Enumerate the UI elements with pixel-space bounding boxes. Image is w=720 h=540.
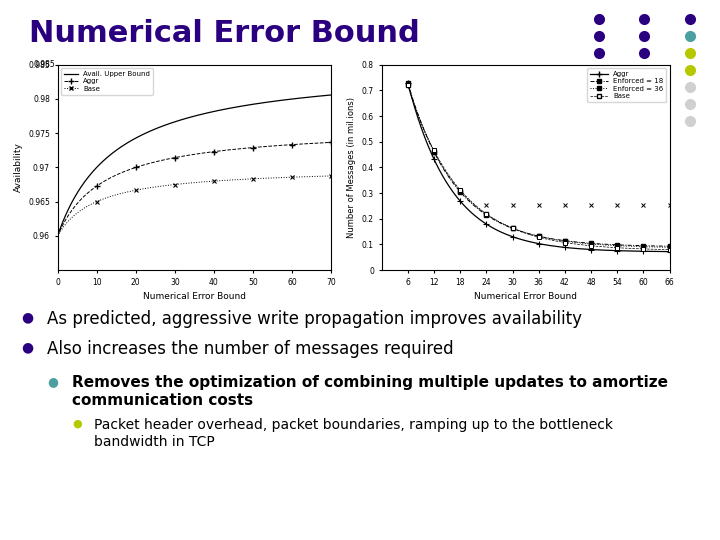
- Text: Removes the optimization of combining multiple updates to amortize
communication: Removes the optimization of combining mu…: [72, 375, 668, 408]
- Y-axis label: Availability: Availability: [14, 143, 22, 192]
- X-axis label: Numerical Error Bound: Numerical Error Bound: [143, 292, 246, 301]
- Legend: Aggr, Enforced = 18, Enforced = 36, Base: Aggr, Enforced = 18, Enforced = 36, Base: [588, 68, 666, 102]
- Text: ●: ●: [22, 310, 34, 325]
- Text: ●: ●: [47, 375, 58, 388]
- Y-axis label: Number of Messages (in mil.ions): Number of Messages (in mil.ions): [347, 97, 356, 238]
- Text: 0.985: 0.985: [33, 60, 55, 69]
- X-axis label: Numerical Error Bound: Numerical Error Bound: [474, 292, 577, 301]
- Text: ●: ●: [22, 340, 34, 354]
- Text: Numerical Error Bound: Numerical Error Bound: [29, 19, 420, 48]
- Text: ●: ●: [72, 418, 82, 429]
- Text: Also increases the number of messages required: Also increases the number of messages re…: [47, 340, 454, 358]
- Text: Packet header overhead, packet boundaries, ramping up to the bottleneck
bandwidt: Packet header overhead, packet boundarie…: [94, 418, 613, 449]
- Text: As predicted, aggressive write propagation improves availability: As predicted, aggressive write propagati…: [47, 310, 582, 328]
- Legend: Avail. Upper Bound, Aggr, Base: Avail. Upper Bound, Aggr, Base: [61, 68, 153, 94]
